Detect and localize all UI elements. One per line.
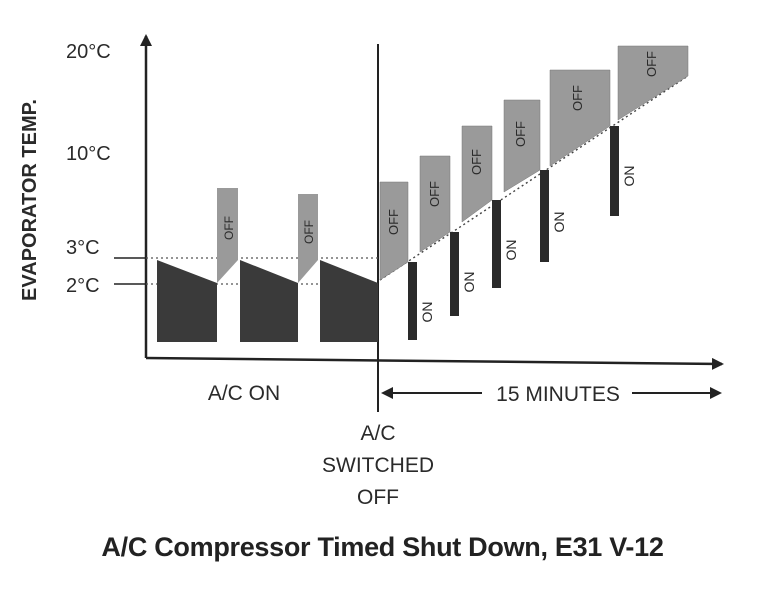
off-label-1: OFF	[222, 216, 236, 240]
switch-label-line1: A/C	[360, 422, 395, 445]
post-off-label-4: OFF	[513, 121, 528, 147]
post-off-label-3: OFF	[469, 149, 484, 175]
y-tick-3: 3°C	[66, 237, 100, 259]
ac-on-label: A/C ON	[208, 382, 280, 405]
duration-label: 15 MINUTES	[496, 383, 620, 406]
off-block-2	[298, 194, 318, 283]
post-off-6	[617, 45, 689, 121]
on-block-3	[320, 260, 378, 342]
switch-label-line2: SWITCHED	[322, 454, 434, 477]
on-label-2: ON	[461, 272, 477, 293]
on-block-1	[157, 260, 217, 342]
off-label-2: OFF	[302, 220, 316, 244]
on-label-1: ON	[419, 302, 435, 323]
post-switch-on-bars	[408, 126, 619, 340]
pre-switch-off-blocks	[217, 188, 318, 283]
on-label-3: ON	[503, 240, 519, 261]
pre-switch-on-blocks	[157, 260, 378, 342]
post-off-label-2: OFF	[427, 181, 442, 207]
x-axis	[145, 356, 724, 370]
post-switch-on-labels: ON ON ON ON ON	[419, 166, 637, 323]
off-block-1	[217, 188, 238, 283]
on-block-2	[240, 260, 298, 342]
y-tick-2: 2°C	[66, 275, 100, 297]
post-on-bar-4	[540, 170, 549, 262]
post-off-label-6: OFF	[644, 51, 659, 77]
switch-label-line3: OFF	[357, 486, 399, 509]
trend-line	[379, 75, 689, 281]
post-off-5	[549, 69, 611, 167]
post-on-bar-5	[610, 126, 619, 216]
post-off-label-1: OFF	[386, 209, 401, 235]
post-on-bar-3	[492, 200, 501, 288]
post-switch-off-labels: OFF OFF OFF OFF OFF OFF	[386, 51, 659, 235]
on-label-5: ON	[621, 166, 637, 187]
y-tick-20: 20°C	[66, 41, 111, 63]
post-switch-off-blocks	[379, 45, 689, 281]
on-label-4: ON	[551, 212, 567, 233]
y-axis-label: EVAPORATOR TEMP.	[19, 99, 41, 301]
y-tick-10: 10°C	[66, 143, 111, 165]
post-on-bar-2	[450, 232, 459, 316]
figure-caption: A/C Compressor Timed Shut Down, E31 V-12	[101, 532, 664, 562]
post-on-bar-1	[408, 262, 417, 340]
pre-switch-off-labels: OFF OFF	[222, 216, 316, 244]
post-off-label-5: OFF	[570, 85, 585, 111]
